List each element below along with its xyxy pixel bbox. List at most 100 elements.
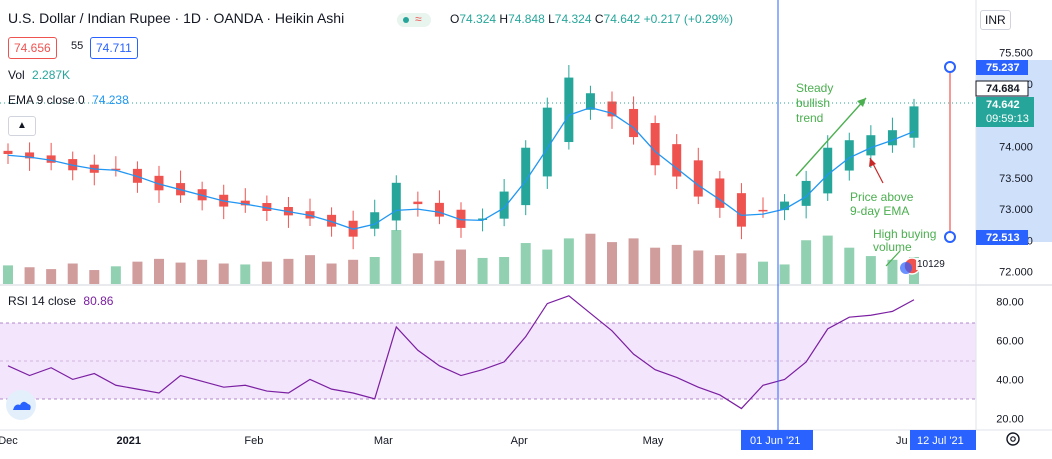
price-tick-label: 74.000 bbox=[999, 141, 1033, 153]
volume-bar bbox=[542, 249, 553, 284]
time-tick-label: Apr bbox=[511, 435, 528, 447]
volume-bar bbox=[46, 269, 57, 284]
trend-text-2: bullish bbox=[796, 96, 830, 110]
rsi-legend-label: RSI 14 close bbox=[8, 294, 77, 308]
volume-bar bbox=[89, 270, 100, 284]
volume-bar bbox=[887, 259, 898, 284]
volume-bar bbox=[585, 233, 596, 284]
events-count: 10129 bbox=[917, 259, 945, 270]
volume-bar bbox=[650, 247, 661, 284]
candle[interactable] bbox=[499, 179, 509, 227]
volume-legend-label: Vol bbox=[8, 68, 25, 82]
candle[interactable] bbox=[887, 117, 897, 153]
ema-text-1: Price above bbox=[850, 190, 914, 204]
price-tick-label: 75.500 bbox=[999, 48, 1033, 60]
candle[interactable] bbox=[434, 190, 444, 225]
collapse-legend-button[interactable]: ▲ bbox=[8, 116, 36, 136]
candle[interactable] bbox=[240, 188, 250, 213]
rsi-legend[interactable]: RSI 14 close 80.86 bbox=[8, 294, 113, 308]
rsi-line bbox=[7, 295, 915, 410]
candle[interactable] bbox=[909, 98, 919, 148]
candle[interactable] bbox=[370, 199, 380, 237]
candle[interactable] bbox=[46, 142, 56, 171]
ohlc-high: 74.848 bbox=[508, 12, 545, 26]
interval-label[interactable]: 1D bbox=[183, 10, 201, 26]
ohlc-close: 74.642 bbox=[603, 12, 641, 26]
svg-text:01 Jun '21: 01 Jun '21 bbox=[750, 435, 800, 447]
time-axis-labels: Dec 2021 Feb Mar Apr May bbox=[0, 435, 664, 447]
candle[interactable] bbox=[391, 175, 401, 231]
settings-gear-icon[interactable] bbox=[1006, 432, 1020, 446]
ema-legend-label: EMA 9 close 0 bbox=[8, 93, 85, 107]
sell-price-button[interactable]: 74.656 bbox=[8, 37, 57, 59]
time-label-cut: Ju bbox=[896, 435, 908, 447]
volume-bar bbox=[714, 255, 725, 284]
volume-bar bbox=[24, 267, 35, 284]
volume-bar bbox=[477, 257, 488, 284]
svg-text:09:59:13: 09:59:13 bbox=[986, 113, 1029, 125]
ohlc-open: 74.324 bbox=[459, 12, 497, 26]
rsi-polyline bbox=[7, 295, 915, 410]
candle[interactable] bbox=[650, 115, 660, 176]
candle[interactable] bbox=[629, 96, 639, 145]
candle[interactable] bbox=[672, 134, 682, 190]
events-marker[interactable]: 10129 bbox=[900, 257, 945, 275]
symbol-header[interactable]: U.S. Dollar / Indian Rupee · 1D · OANDA … bbox=[8, 10, 344, 26]
svg-text:12 Jul '21: 12 Jul '21 bbox=[917, 435, 964, 447]
tradingview-logo-icon[interactable] bbox=[6, 390, 36, 420]
badge-upper: 75.237 bbox=[976, 60, 1028, 75]
candle[interactable] bbox=[844, 132, 854, 181]
trend-annotation[interactable]: Steady bullish trend bbox=[795, 81, 867, 177]
svg-text:75.237: 75.237 bbox=[986, 62, 1020, 74]
candle[interactable] bbox=[585, 85, 595, 120]
volume-bar bbox=[283, 258, 294, 284]
rsi-tick-label: 80.00 bbox=[996, 297, 1024, 309]
ema-legend[interactable]: EMA 9 close 0 74.238 bbox=[8, 93, 129, 107]
candle[interactable] bbox=[564, 65, 574, 150]
currency-selector[interactable]: INR bbox=[980, 10, 1011, 30]
volume-bar bbox=[391, 230, 402, 284]
volume-annotation[interactable]: High buying volume bbox=[873, 227, 936, 267]
candle[interactable] bbox=[715, 170, 725, 218]
rsi-legend-value: 80.86 bbox=[83, 294, 114, 308]
volume-legend[interactable]: Vol 2.287K bbox=[8, 68, 70, 82]
trend-text-3: trend bbox=[796, 111, 823, 125]
chart-style-label[interactable]: Heikin Ashi bbox=[274, 10, 345, 26]
volume-bar bbox=[132, 261, 143, 284]
volume-bar bbox=[520, 243, 531, 284]
volume-bar bbox=[456, 249, 466, 284]
candle[interactable] bbox=[607, 91, 617, 129]
candle[interactable] bbox=[521, 140, 531, 216]
range-end-badge: 12 Jul '21 bbox=[910, 430, 976, 450]
volume-bar bbox=[67, 263, 78, 284]
buy-price-button[interactable]: 74.711 bbox=[90, 37, 138, 59]
candle[interactable] bbox=[736, 183, 746, 240]
ohlc-low: 74.324 bbox=[554, 12, 592, 26]
market-status-icon[interactable]: ≈ bbox=[397, 12, 431, 27]
candle[interactable] bbox=[111, 156, 121, 177]
ema-polyline bbox=[7, 106, 915, 230]
candle[interactable] bbox=[413, 191, 423, 217]
range-handle-bottom[interactable] bbox=[944, 231, 956, 243]
volume-bar bbox=[326, 263, 337, 284]
volume-bar bbox=[563, 238, 574, 284]
candle[interactable] bbox=[3, 143, 13, 165]
candle[interactable] bbox=[542, 97, 552, 189]
volume-bar bbox=[175, 262, 186, 284]
range-handle-top[interactable] bbox=[944, 61, 956, 73]
separator-dot: · bbox=[204, 10, 214, 26]
volume-bars bbox=[3, 230, 919, 284]
time-tick-label: May bbox=[643, 435, 664, 447]
volume-bar bbox=[736, 253, 747, 284]
candle[interactable] bbox=[780, 194, 790, 221]
badge-high: 74.684 bbox=[975, 80, 1029, 97]
ema-annotation[interactable]: Price above 9-day EMA bbox=[850, 157, 914, 218]
symbol-name[interactable]: U.S. Dollar / Indian Rupee bbox=[8, 10, 171, 26]
candle[interactable] bbox=[801, 170, 811, 219]
price-tick-label: 72.000 bbox=[999, 267, 1033, 279]
volume-bar bbox=[197, 259, 208, 284]
candle[interactable] bbox=[823, 135, 833, 201]
candle[interactable] bbox=[693, 147, 703, 205]
volume-bar bbox=[305, 255, 315, 284]
